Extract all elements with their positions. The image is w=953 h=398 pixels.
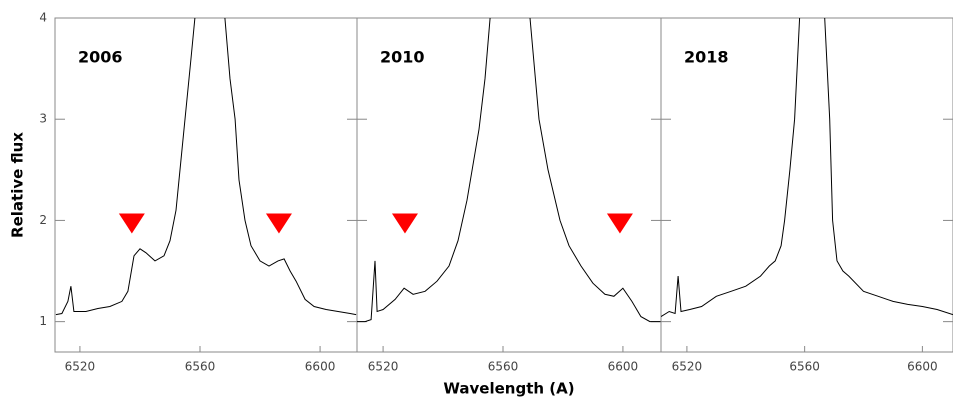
x-tick-label: 6520 (65, 360, 96, 374)
x-tick-label: 6560 (488, 360, 519, 374)
x-tick-label: 6560 (185, 360, 216, 374)
panel-frame (660, 17, 953, 353)
x-tick-label: 6520 (368, 360, 399, 374)
y-tick-label: 1 (39, 314, 47, 328)
y-tick-label: 2 (39, 213, 47, 227)
spectrum-line (357, 18, 661, 323)
marker-triangle (265, 213, 292, 234)
y-tick-label: 4 (39, 11, 47, 25)
x-tick-label: 6600 (907, 360, 938, 374)
y-tick-label: 3 (39, 112, 47, 126)
spectrum-line (55, 18, 357, 316)
marker-triangle (606, 213, 633, 234)
x-tick-label: 6520 (672, 360, 703, 374)
panel-frame (356, 17, 662, 353)
y-axis-label: Relative flux (9, 132, 27, 238)
x-tick-label: 6560 (789, 360, 820, 374)
panel-title: 2006 (78, 48, 123, 67)
spectrum-line (661, 18, 953, 318)
x-tick-label: 6600 (608, 360, 639, 374)
panel-title: 2010 (380, 48, 425, 67)
plot-area (357, 18, 661, 323)
plot-area (55, 18, 357, 316)
panel-frame (54, 17, 358, 353)
marker-triangle (118, 213, 145, 234)
panel-title: 2018 (684, 48, 729, 67)
marker-triangle (391, 213, 418, 234)
x-tick-label: 6600 (305, 360, 336, 374)
plot-area (661, 18, 953, 318)
x-axis-label: Wavelength (A) (443, 380, 574, 398)
